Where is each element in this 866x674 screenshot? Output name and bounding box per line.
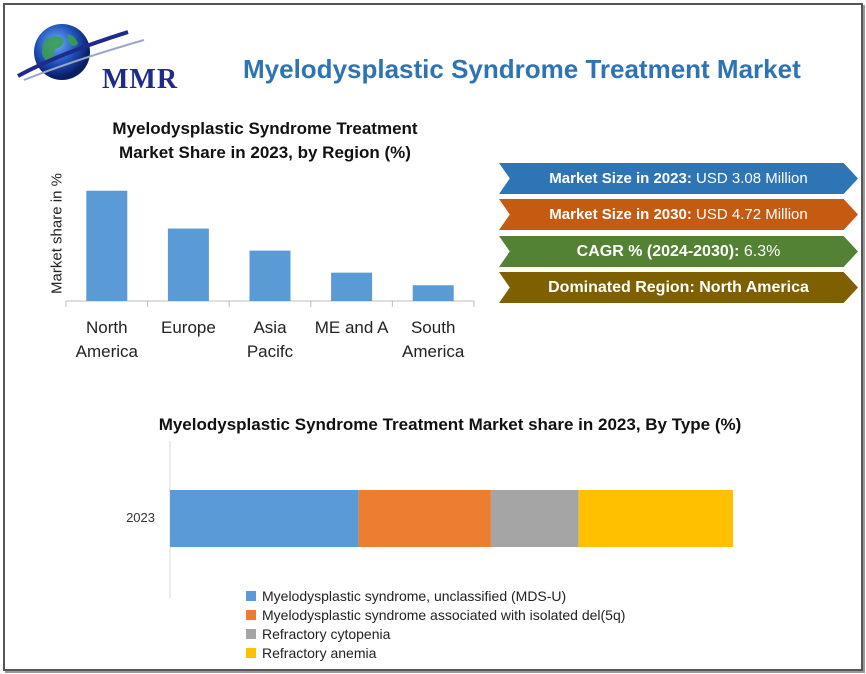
region-category-label: ME and A bbox=[315, 318, 389, 337]
type-chart-title: Myelodysplastic Syndrome Treatment Marke… bbox=[158, 415, 742, 434]
market-size-2030-banner: Market Size in 2030: USD 4.72 Million bbox=[499, 199, 858, 230]
legend-item: Refractory cytopenia bbox=[246, 624, 625, 643]
cagr-banner: CAGR % (2024-2030): 6.3% bbox=[499, 236, 858, 267]
page-title: Myelodysplastic Syndrome Treatment Marke… bbox=[243, 54, 801, 84]
legend-label: Refractory cytopenia bbox=[262, 625, 391, 642]
market-size-2023-banner: Market Size in 2023: USD 3.08 Million bbox=[499, 163, 858, 194]
region-category-label: North bbox=[86, 318, 128, 337]
legend-swatch bbox=[246, 609, 256, 620]
type-segment-bar bbox=[490, 490, 579, 547]
legend-label: Myelodysplastic syndrome associated with… bbox=[262, 606, 626, 623]
region-chart-title: Myelodysplastic Syndrome Treatment Marke… bbox=[60, 117, 470, 165]
region-bar bbox=[249, 250, 291, 301]
region-category-label: America bbox=[402, 342, 465, 361]
market-size-2023-label: Market Size in 2023: bbox=[549, 170, 692, 187]
market-size-2023-value: USD 3.08 Million bbox=[696, 170, 808, 187]
type-category-label: 2023 bbox=[126, 510, 155, 525]
mmr-logo: MMR bbox=[14, 18, 184, 95]
region-category-label: South bbox=[411, 318, 455, 337]
legend-swatch bbox=[246, 590, 256, 601]
cagr-value: 6.3% bbox=[743, 243, 781, 260]
region-bar bbox=[331, 272, 373, 301]
logo-text: MMR bbox=[102, 64, 179, 95]
region-bar bbox=[412, 285, 454, 301]
legend-label: Myelodysplastic syndrome, unclassified (… bbox=[262, 587, 567, 604]
dominated-region-value: North America bbox=[699, 279, 809, 296]
region-category-label: Pacifc bbox=[247, 342, 294, 361]
legend-item: Myelodysplastic syndrome associated with… bbox=[246, 605, 625, 624]
region-category-label: Asia bbox=[253, 318, 287, 337]
legend-swatch bbox=[246, 647, 256, 658]
region-chart-title-line2: Market Share in 2023, by Region (%) bbox=[119, 143, 411, 162]
dominated-region-label: Dominated Region: bbox=[548, 279, 695, 296]
globe-logo-icon bbox=[17, 24, 145, 81]
type-chart-legend: Myelodysplastic syndrome, unclassified (… bbox=[246, 586, 625, 662]
region-category-label: Europe bbox=[161, 318, 216, 337]
type-segment-bar bbox=[170, 490, 359, 547]
cagr-label: CAGR % (2024-2030): bbox=[576, 243, 740, 260]
infographic-frame bbox=[3, 3, 863, 671]
dominated-region-banner: Dominated Region: North America bbox=[499, 272, 858, 303]
region-bar bbox=[167, 228, 209, 301]
legend-label: Refractory anemia bbox=[262, 644, 377, 661]
region-chart-title-line1: Myelodysplastic Syndrome Treatment bbox=[112, 119, 418, 138]
region-bar bbox=[86, 190, 128, 301]
legend-item: Refractory anemia bbox=[246, 643, 625, 662]
type-segment-bar bbox=[358, 490, 491, 547]
legend-swatch bbox=[246, 628, 256, 639]
market-size-2030-value: USD 4.72 Million bbox=[696, 206, 808, 223]
region-category-label: America bbox=[76, 342, 139, 361]
type-segment-bar bbox=[578, 490, 733, 547]
market-size-2030-label: Market Size in 2030: bbox=[549, 206, 692, 223]
legend-item: Myelodysplastic syndrome, unclassified (… bbox=[246, 586, 625, 605]
